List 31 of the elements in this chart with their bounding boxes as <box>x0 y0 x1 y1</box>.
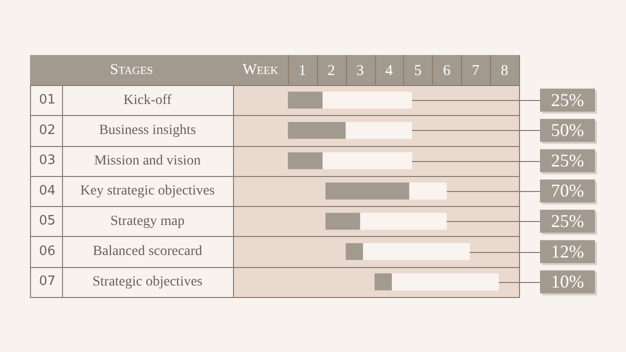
text: 04 <box>39 183 56 198</box>
text: 01 <box>39 92 56 108</box>
y-tick-label: Key strategic objectives <box>80 184 215 199</box>
y-axis-title: Stages <box>110 62 153 78</box>
y-tick-label: Strategic objectives <box>92 274 203 290</box>
annotation: 70% <box>551 180 584 201</box>
x-tick-label: 8 <box>500 62 508 79</box>
x-tick-label: 7 <box>472 62 480 79</box>
text: 06 <box>39 244 56 259</box>
annotation: 25% <box>551 150 584 170</box>
y-tick-label: Business insights <box>99 123 196 138</box>
y-tick-label: Mission and vision <box>94 153 201 168</box>
x-tick-label: 2 <box>327 62 335 79</box>
text: 07 <box>39 274 56 290</box>
x-tick-label: 5 <box>414 62 422 79</box>
text: 03 <box>39 153 56 168</box>
annotation: 12% <box>551 241 584 262</box>
y-tick-label: Strategy map <box>110 214 185 229</box>
x-tick-label: 6 <box>443 62 452 79</box>
y-tick-label: Kick-off <box>124 92 172 108</box>
x-tick-label: 4 <box>385 62 394 79</box>
text: 05 <box>39 214 56 229</box>
annotation: 50% <box>551 120 584 140</box>
x-tick-label: 3 <box>356 62 364 79</box>
annotation: 10% <box>551 272 584 292</box>
y-tick-label: Balanced scorecard <box>92 244 202 260</box>
x-tick-label: 1 <box>298 62 306 79</box>
x-axis-title: Week <box>242 62 278 78</box>
text: 02 <box>39 122 56 138</box>
annotation: 25% <box>551 90 584 110</box>
annotation: 25% <box>551 211 584 232</box>
